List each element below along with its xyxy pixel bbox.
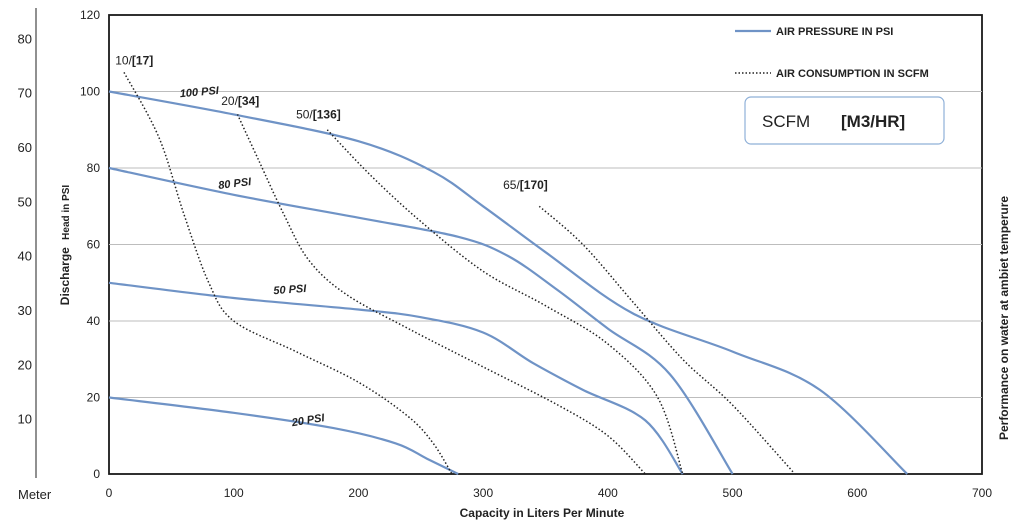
pressure-curve-labels: 100 PSI 80 PSI 50 PSI 20 PSI [179, 85, 326, 430]
meter-tick-label: 50 [18, 194, 32, 209]
consumption-label-scfm: 65/ [503, 178, 520, 192]
consumption-label-m3hr: [170] [520, 178, 548, 192]
x-tick-label: 700 [972, 486, 992, 500]
y-tick-label: 60 [87, 238, 101, 252]
consumption-curve-label: 10/[17] [115, 54, 153, 68]
meter-tick-label: 20 [18, 357, 32, 372]
gridlines [109, 91, 982, 398]
x-tick-label: 100 [224, 486, 244, 500]
y-tick-label: 0 [93, 467, 100, 481]
y-tick-labels: 0 20 40 60 80 100 120 [80, 8, 100, 481]
consumption-label-scfm: 20/ [221, 94, 238, 108]
y-tick-label: 40 [87, 314, 101, 328]
meter-tick-label: 80 [18, 31, 32, 46]
unit-box-scfm: SCFM [762, 112, 810, 131]
consumption-curve [123, 72, 453, 475]
x-tick-label: 300 [473, 486, 493, 500]
meter-tick-label: 40 [18, 249, 32, 264]
meter-tick-label: 30 [18, 303, 32, 318]
y-tick-label: 80 [87, 161, 101, 175]
consumption-label-scfm: 10/ [115, 54, 132, 68]
pressure-curve [108, 396, 459, 475]
x-tick-label: 600 [847, 486, 867, 500]
right-axis-title: Performance on water at ambiet temperure [997, 196, 1011, 440]
pressure-curve [108, 166, 734, 475]
y-tick-label: 20 [87, 391, 101, 405]
meter-tick-labels: 102030405060708090 [18, 31, 32, 427]
consumption-curve [236, 114, 646, 475]
pressure-curve-label: 50 PSI [273, 283, 308, 297]
unit-box-m3hr: [M3/HR] [841, 112, 905, 131]
pressure-curve-label: 100 PSI [179, 85, 220, 100]
x-tick-label: 400 [598, 486, 618, 500]
consumption-curve-labels: 10/[17] 20/[34] 50/[136] 65/[170] [115, 54, 548, 192]
consumption-label-m3hr: [34] [238, 94, 259, 108]
legend-consumption-label: AIR CONSUMPTION IN SCFM [776, 68, 929, 80]
unit-box-frame [744, 96, 945, 145]
x-tick-labels: 0 100 200 300 400 500 600 700 [106, 486, 993, 500]
pressure-curve [108, 90, 908, 475]
meter-tick-label: 70 [18, 86, 32, 101]
legend: AIR PRESSURE IN PSI AIR CONSUMPTION IN S… [735, 26, 929, 80]
consumption-curve-label: 65/[170] [503, 178, 548, 192]
meter-tick-label: 10 [18, 412, 32, 427]
x-tick-label: 200 [348, 486, 368, 500]
unit-box: SCFM [M3/HR] [744, 96, 945, 145]
consumption-label-scfm: 50/ [296, 107, 313, 121]
consumption-curve-label: 50/[136] [296, 107, 341, 121]
y-axis-title-main: Discharge [58, 247, 72, 305]
y-axis-title: Discharge Head in PSI [58, 185, 72, 306]
meter-axis-label: Meter [18, 487, 52, 502]
y-axis-title-sub: Head in PSI [61, 185, 72, 240]
consumption-label-m3hr: [136] [313, 107, 341, 121]
consumption-curve-label: 20/[34] [221, 94, 259, 108]
y-tick-label: 120 [80, 8, 100, 22]
legend-pressure-label: AIR PRESSURE IN PSI [776, 26, 893, 38]
pressure-curve-label: 20 PSI [290, 412, 326, 429]
y-tick-label: 100 [80, 85, 100, 99]
x-tick-label: 0 [106, 486, 113, 500]
pressure-curve [108, 281, 684, 475]
consumption-curves [123, 72, 796, 475]
x-axis-title: Capacity in Liters Per Minute [460, 506, 625, 520]
meter-tick-label: 60 [18, 140, 32, 155]
pressure-curve-label: 80 PSI [218, 176, 253, 192]
consumption-label-m3hr: [17] [132, 54, 153, 68]
x-tick-label: 500 [723, 486, 743, 500]
pressure-curves [108, 90, 908, 475]
